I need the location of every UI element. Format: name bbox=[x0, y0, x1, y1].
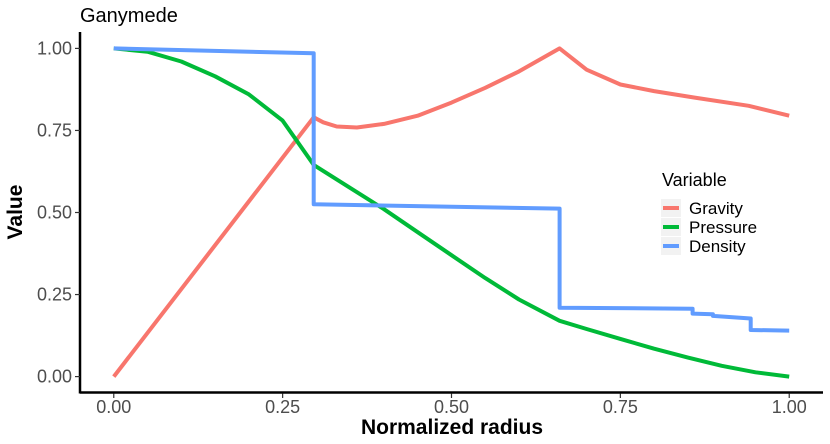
x-tick-label: 0.75 bbox=[603, 397, 638, 417]
y-tick-label: 0.00 bbox=[37, 367, 72, 387]
x-ticks: 0.00 0.25 0.50 0.75 1.00 bbox=[96, 393, 807, 417]
x-axis-title: Normalized radius bbox=[361, 416, 543, 439]
y-tick-label: 0.75 bbox=[37, 120, 72, 140]
x-tick-label: 0.25 bbox=[265, 397, 300, 417]
x-tick-label: 0.00 bbox=[96, 397, 131, 417]
x-tick-label: 1.00 bbox=[772, 397, 807, 417]
legend-label-gravity: Gravity bbox=[689, 199, 743, 218]
series-line-gravity bbox=[112, 46, 790, 378]
series-line-density bbox=[113, 46, 790, 333]
legend-label-density: Density bbox=[689, 237, 746, 256]
y-tick-label: 0.50 bbox=[37, 203, 72, 223]
chart-title: Ganymede bbox=[80, 5, 178, 27]
y-axis-title: Value bbox=[4, 185, 27, 240]
series-line-pressure bbox=[113, 46, 790, 379]
x-tick-label: 0.50 bbox=[434, 397, 469, 417]
legend-label-pressure: Pressure bbox=[689, 218, 757, 237]
plot-area bbox=[112, 46, 790, 379]
y-tick-label: 0.25 bbox=[37, 285, 72, 305]
legend-title: Variable bbox=[662, 170, 727, 190]
y-tick-label: 1.00 bbox=[37, 38, 72, 58]
y-ticks: 0.00 0.25 0.50 0.75 1.00 bbox=[37, 38, 80, 387]
